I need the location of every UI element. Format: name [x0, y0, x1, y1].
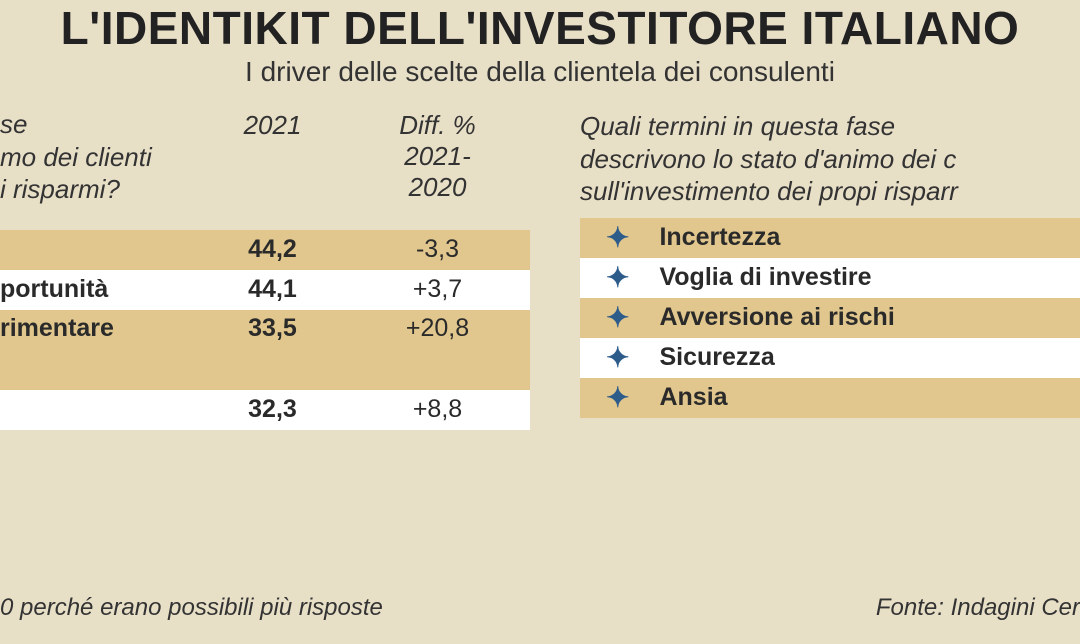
left-table: 44,2-3,3portunità44,1+3,7rimentare33,5+2… — [0, 230, 530, 430]
diamond-icon: ✦ — [606, 264, 629, 292]
infographic-page: L'IDENTIKIT DELL'INVESTITORE ITALIANO I … — [0, 0, 1080, 644]
left-header-diff: Diff. % 2021- 2020 — [355, 110, 520, 218]
row-value-2021: 44,2 — [190, 235, 355, 264]
columns: se mo dei clienti i risparmi? 2021 Diff.… — [0, 110, 1080, 430]
row-value-diff: +8,8 — [355, 395, 520, 424]
row-value-diff: +20,8 — [355, 314, 520, 343]
list-item: ✦ Sicurezza — [580, 338, 1080, 378]
table-row: 44,2-3,3 — [0, 230, 530, 270]
left-question-line: se — [0, 109, 27, 139]
list-item: ✦ Avversione ai rischi — [580, 298, 1080, 338]
left-header-2021: 2021 — [190, 110, 355, 141]
right-question-line: descrivono lo stato d'animo dei c — [580, 144, 956, 174]
footnote-left: 0 perché erano possibili più risposte — [0, 594, 383, 622]
right-column: Quali termini in questa fase descrivono … — [580, 110, 1080, 430]
row-label: rimentare — [0, 314, 190, 343]
list-item-label: Ansia — [659, 383, 727, 412]
right-list: ✦ Incertezza ✦ Voglia di investire ✦ Avversio… — [580, 218, 1080, 418]
left-question-line: i risparmi? — [0, 174, 120, 204]
diamond-icon: ✦ — [606, 224, 629, 252]
row-value-2021: 44,1 — [190, 275, 355, 304]
row-label: portunità — [0, 275, 190, 304]
left-table-header: se mo dei clienti i risparmi? 2021 Diff.… — [0, 110, 530, 218]
table-row: 32,3+8,8 — [0, 390, 530, 430]
right-question-line: sull'investimento dei propi risparr — [580, 176, 958, 206]
footnote-right: Fonte: Indagini Cer — [876, 594, 1080, 622]
list-item-label: Voglia di investire — [659, 263, 871, 292]
diamond-icon: ✦ — [606, 384, 629, 412]
diamond-icon: ✦ — [606, 344, 629, 372]
right-question: Quali termini in questa fase descrivono … — [580, 110, 1080, 208]
right-question-line: Quali termini in questa fase — [580, 111, 895, 141]
row-value-diff: -3,3 — [355, 235, 520, 264]
table-row: rimentare33,5+20,8 — [0, 310, 530, 390]
row-value-2021: 33,5 — [190, 314, 355, 343]
left-question: se mo dei clienti i risparmi? — [0, 108, 190, 206]
row-value-diff: +3,7 — [355, 275, 520, 304]
list-item-label: Sicurezza — [659, 343, 774, 372]
title-block: L'IDENTIKIT DELL'INVESTITORE ITALIANO I … — [0, 0, 1080, 88]
page-title: L'IDENTIKIT DELL'INVESTITORE ITALIANO — [0, 4, 1080, 52]
list-item: ✦ Ansia — [580, 378, 1080, 418]
row-value-2021: 32,3 — [190, 395, 355, 424]
list-item-label: Avversione ai rischi — [659, 303, 894, 332]
list-item-label: Incertezza — [659, 223, 780, 252]
diamond-icon: ✦ — [606, 304, 629, 332]
table-row: portunità44,1+3,7 — [0, 270, 530, 310]
page-subtitle: I driver delle scelte della clientela de… — [0, 56, 1080, 88]
left-column: se mo dei clienti i risparmi? 2021 Diff.… — [0, 110, 530, 430]
left-question-line: mo dei clienti — [0, 142, 152, 172]
list-item: ✦ Voglia di investire — [580, 258, 1080, 298]
footnote-row: 0 perché erano possibili più risposte Fo… — [0, 594, 1080, 622]
list-item: ✦ Incertezza — [580, 218, 1080, 258]
